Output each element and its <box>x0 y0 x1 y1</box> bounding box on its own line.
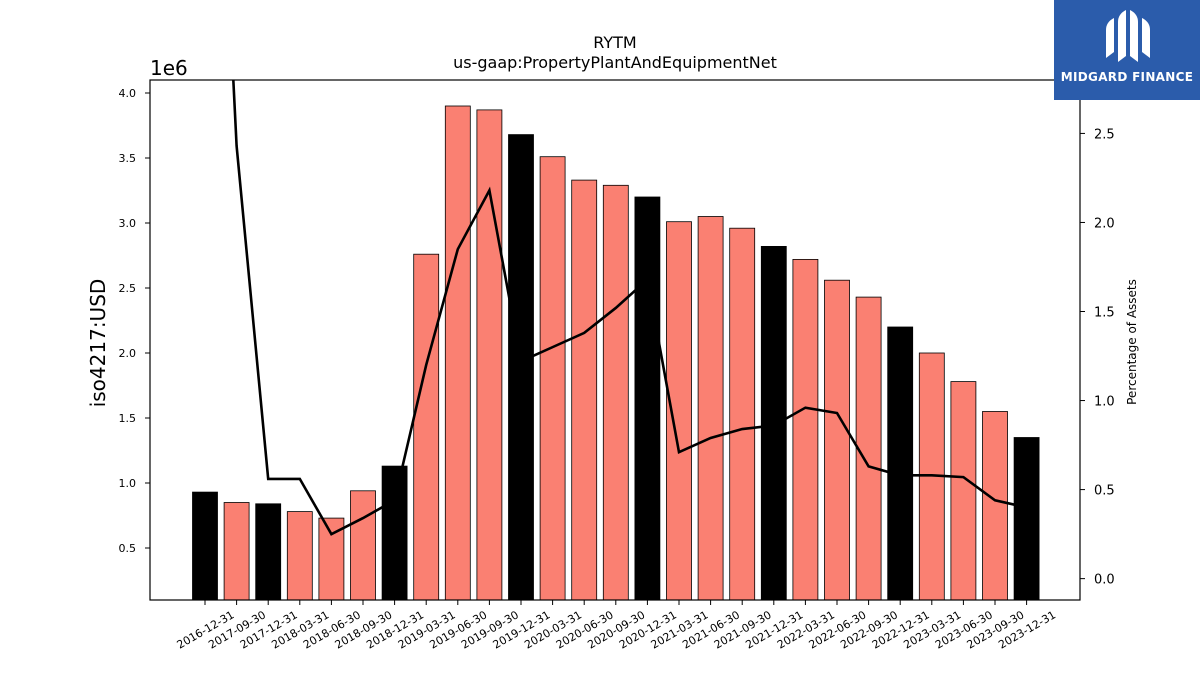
bar-2018-09-30 <box>350 490 376 601</box>
bar-2019-03-31 <box>413 253 440 601</box>
y-tick-label: 2.5 <box>119 282 137 295</box>
chart-subtitle: us-gaap:PropertyPlantAndEquipmentNet <box>453 53 777 72</box>
y2-tick-label: 1.0 <box>1094 395 1115 410</box>
y2-tick-label: 2.0 <box>1094 216 1115 231</box>
y-axis: 0.5 1.0 1.5 2.0 2.5 3.0 3.5 4.0 <box>119 87 150 555</box>
bar-2018-03-31 <box>286 511 313 601</box>
chart-title: RYTM <box>593 33 637 52</box>
bar-2016-12-31 <box>192 491 218 601</box>
bar-2023-06-30 <box>950 381 977 601</box>
y2-axis-label: Percentage of Assets <box>1125 279 1139 405</box>
brand-logo: MIDGARD FINANCE <box>1054 0 1200 100</box>
y-tick-label: 3.0 <box>119 217 137 230</box>
bar-2023-12-31 <box>1013 437 1040 601</box>
bar-group <box>192 105 1040 601</box>
bar-2021-09-30 <box>729 227 756 601</box>
percentage-line <box>232 80 1027 536</box>
bar-2023-09-30 <box>982 411 1008 601</box>
bar-2019-06-30 <box>444 105 471 601</box>
bar-2017-09-30 <box>223 502 250 601</box>
y-tick-label: 1.0 <box>119 477 137 490</box>
y-axis-label: iso4217:USD <box>86 279 110 408</box>
bar-2022-09-30 <box>855 296 882 601</box>
bar-2020-12-31 <box>634 196 661 601</box>
y-tick-label: 1.5 <box>119 412 137 425</box>
bar-2022-12-31 <box>887 326 914 601</box>
bar-2019-09-30 <box>476 109 503 601</box>
y-tick-label: 0.5 <box>119 542 137 555</box>
y-offset-label: 1e6 <box>150 56 188 80</box>
plot-frame <box>149 79 1081 601</box>
bar-2022-03-31 <box>792 258 819 601</box>
bar-2020-03-31 <box>539 156 566 601</box>
line-group <box>232 80 1027 536</box>
y2-axis: 0.0 0.5 1.0 1.5 2.0 2.5 <box>1080 127 1115 588</box>
x-axis: 2016-12-312017-09-302017-12-312018-03-31… <box>175 600 1058 652</box>
bar-2017-12-31 <box>255 503 282 601</box>
y-tick-label: 3.5 <box>119 152 137 165</box>
logo-text: MIDGARD FINANCE <box>1060 70 1194 84</box>
y2-tick-label: 1.5 <box>1094 306 1115 321</box>
bar-2022-06-30 <box>824 279 850 601</box>
bar-2018-12-31 <box>381 465 408 601</box>
bar-2019-12-31 <box>508 134 534 601</box>
y-tick-label: 4.0 <box>119 87 137 100</box>
midgard-logo-icon <box>1106 10 1150 62</box>
bar-2021-06-30 <box>697 216 724 601</box>
y2-tick-label: 0.0 <box>1094 573 1115 588</box>
y2-tick-label: 2.5 <box>1094 127 1115 142</box>
y-tick-label: 2.0 <box>119 347 137 360</box>
bar-2020-06-30 <box>571 179 598 601</box>
bar-2020-09-30 <box>602 184 629 601</box>
y2-tick-label: 0.5 <box>1094 484 1115 499</box>
bar-2021-12-31 <box>760 245 787 601</box>
bar-2021-03-31 <box>666 221 692 601</box>
